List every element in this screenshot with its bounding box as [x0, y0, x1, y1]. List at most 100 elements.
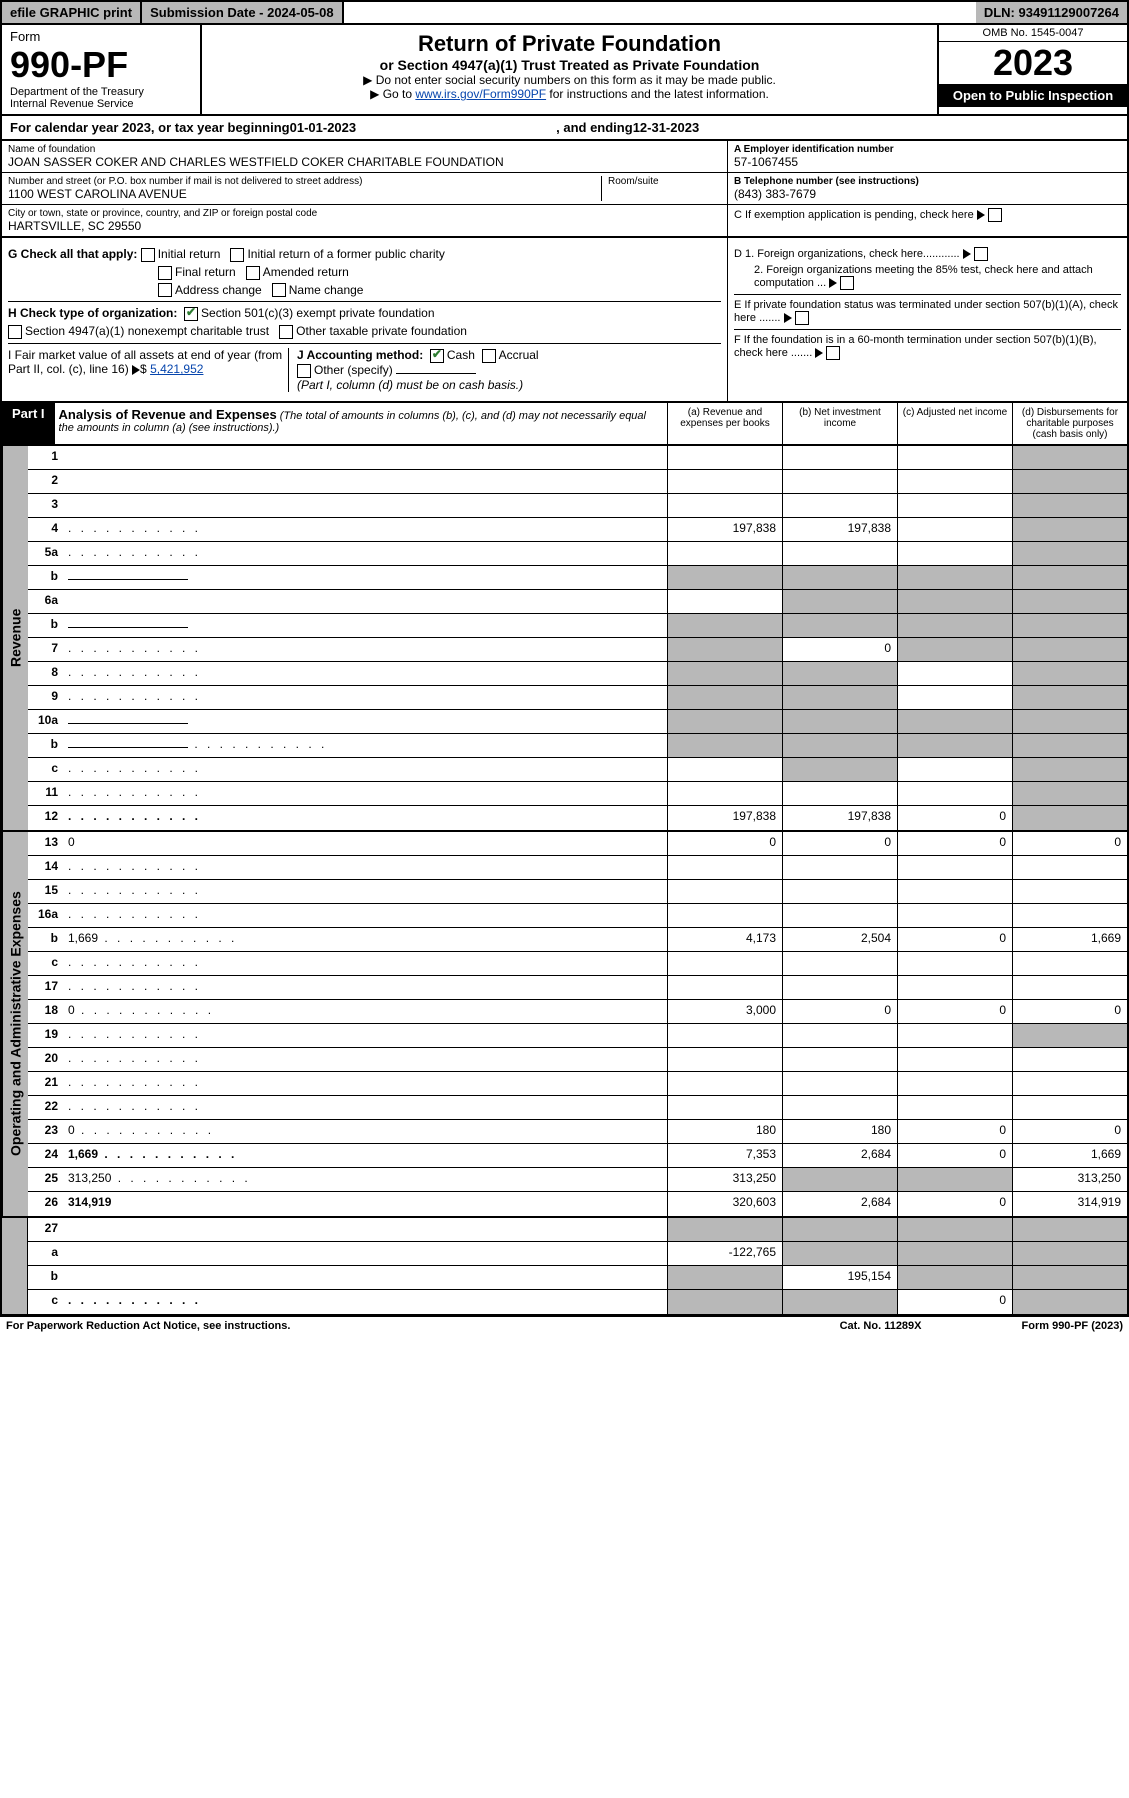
row-description: 0 — [64, 832, 667, 855]
fmv-value[interactable]: 5,421,952 — [150, 362, 203, 376]
row-description — [64, 662, 667, 685]
cell-a: 7,353 — [667, 1144, 782, 1167]
checkbox-d1[interactable] — [974, 247, 988, 261]
cell-b: 2,684 — [782, 1192, 897, 1216]
city-state-zip: HARTSVILLE, SC 29550 — [8, 219, 721, 233]
cell-a — [667, 1290, 782, 1314]
cell-b — [782, 590, 897, 613]
address-cell: Number and street (or P.O. box number if… — [8, 176, 601, 201]
irs-link[interactable]: www.irs.gov/Form990PF — [415, 87, 546, 101]
row-description — [64, 1048, 667, 1071]
open-public-badge: Open to Public Inspection — [939, 84, 1127, 107]
checkbox-501c3[interactable] — [184, 307, 198, 321]
cell-b — [782, 1072, 897, 1095]
row-description — [64, 952, 667, 975]
ein-cell: A Employer identification number 57-1067… — [728, 141, 1127, 173]
cell-d — [1012, 710, 1127, 733]
checkbox-amended[interactable] — [246, 266, 260, 280]
table-row: 19 — [28, 1024, 1127, 1048]
cell-c: 0 — [897, 1120, 1012, 1143]
row-number: 3 — [28, 494, 64, 517]
cell-b: 197,838 — [782, 518, 897, 541]
cell-a — [667, 856, 782, 879]
cell-c — [897, 638, 1012, 661]
checkbox-other-taxable[interactable] — [279, 325, 293, 339]
cell-b — [782, 734, 897, 757]
row-description: 0 — [64, 1000, 667, 1023]
table-row: 70 — [28, 638, 1127, 662]
table-row: 5a — [28, 542, 1127, 566]
cell-b — [782, 1024, 897, 1047]
cell-c — [897, 1168, 1012, 1191]
year-end: 12-31-2023 — [633, 120, 700, 135]
cell-a — [667, 1096, 782, 1119]
table-row: 12197,838197,8380 — [28, 806, 1127, 830]
cell-c: 0 — [897, 1290, 1012, 1314]
cell-b — [782, 1242, 897, 1265]
col-a-header: (a) Revenue and expenses per books — [667, 403, 782, 444]
checkbox-cash[interactable] — [430, 349, 444, 363]
street-address: 1100 WEST CAROLINA AVENUE — [8, 187, 601, 201]
checkbox-e[interactable] — [795, 311, 809, 325]
row-description — [64, 686, 667, 709]
row-description — [64, 494, 667, 517]
checkbox-f[interactable] — [826, 346, 840, 360]
row-description — [64, 518, 667, 541]
checkbox-address-change[interactable] — [158, 283, 172, 297]
cell-c — [897, 1242, 1012, 1265]
row-number: 10a — [28, 710, 64, 733]
cell-a — [667, 952, 782, 975]
cell-b — [782, 1168, 897, 1191]
form-reference: Form 990-PF (2023) — [1022, 1320, 1123, 1332]
cell-c: 0 — [897, 806, 1012, 830]
cell-b: 195,154 — [782, 1266, 897, 1289]
checkbox-other-method[interactable] — [297, 364, 311, 378]
row-number: 19 — [28, 1024, 64, 1047]
cell-a: 320,603 — [667, 1192, 782, 1216]
cell-c — [897, 686, 1012, 709]
cell-c — [897, 662, 1012, 685]
row-description — [64, 470, 667, 493]
cell-d — [1012, 494, 1127, 517]
table-row: 2 — [28, 470, 1127, 494]
row-number: 16a — [28, 904, 64, 927]
row-number: 2 — [28, 470, 64, 493]
checkbox-final-return[interactable] — [158, 266, 172, 280]
cell-c — [897, 1096, 1012, 1119]
cell-d: 314,919 — [1012, 1192, 1127, 1216]
cell-a — [667, 734, 782, 757]
table-row: 6a — [28, 590, 1127, 614]
table-row: b — [28, 566, 1127, 590]
cell-a — [667, 904, 782, 927]
checkbox-name-change[interactable] — [272, 283, 286, 297]
revenue-label: Revenue — [2, 446, 28, 830]
cell-c — [897, 904, 1012, 927]
table-row: 9 — [28, 686, 1127, 710]
cell-a — [667, 590, 782, 613]
checkbox-c[interactable] — [988, 208, 1002, 222]
checkbox-4947[interactable] — [8, 325, 22, 339]
arrow-icon — [815, 348, 823, 358]
table-row: 15 — [28, 880, 1127, 904]
row-number: 24 — [28, 1144, 64, 1167]
cell-c — [897, 1072, 1012, 1095]
expenses-label: Operating and Administrative Expenses — [2, 832, 28, 1216]
part1-title: Analysis of Revenue and Expenses — [59, 407, 277, 422]
paperwork-notice: For Paperwork Reduction Act Notice, see … — [6, 1320, 290, 1332]
cell-c — [897, 542, 1012, 565]
foundation-name-cell: Name of foundation JOAN SASSER COKER AND… — [2, 141, 727, 173]
cell-b — [782, 904, 897, 927]
checkbox-d2[interactable] — [840, 276, 854, 290]
row-number: 13 — [28, 832, 64, 855]
cell-d — [1012, 856, 1127, 879]
checkboxes-area: G Check all that apply: Initial return I… — [0, 238, 1129, 403]
cell-c — [897, 470, 1012, 493]
row-number: a — [28, 1242, 64, 1265]
cell-c — [897, 710, 1012, 733]
checkbox-initial-return[interactable] — [141, 248, 155, 262]
row-number: b — [28, 928, 64, 951]
cell-d: 0 — [1012, 832, 1127, 855]
tax-year: 2023 — [939, 42, 1127, 84]
checkbox-initial-public[interactable] — [230, 248, 244, 262]
checkbox-accrual[interactable] — [482, 349, 496, 363]
